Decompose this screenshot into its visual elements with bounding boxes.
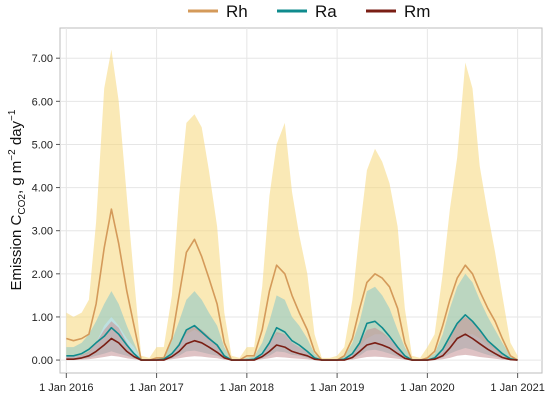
legend-label-rm: Rm (404, 2, 430, 21)
x-tick-label: 1 Jan 2016 (39, 382, 93, 394)
x-tick-label: 1 Jan 2021 (490, 382, 544, 394)
y-tick-label: 3.00 (32, 226, 53, 238)
y-axis-title-sup1: −2 (7, 149, 18, 161)
band-rh (66, 49, 518, 361)
y-tick-label: 5.00 (32, 139, 53, 151)
band-ra (66, 273, 518, 361)
uncertainty-bands (66, 49, 518, 361)
y-axis-title-mid: , g m (8, 161, 25, 194)
band-rm (66, 316, 518, 361)
x-tick-label: 1 Jan 2018 (220, 382, 274, 394)
y-tick-label: 0.00 (32, 355, 53, 367)
series-lines (66, 208, 519, 361)
series-line-rm (66, 333, 518, 361)
x-tick-label: 1 Jan 2017 (129, 382, 183, 394)
legend-label-ra: Ra (315, 2, 337, 21)
legend-label-rh: Rh (226, 2, 248, 21)
y-tick-label: 4.00 (32, 183, 53, 195)
x-tick-label: 1 Jan 2020 (400, 382, 454, 394)
y-axis-title: Emission CCO2, g m−2 day−1 (7, 109, 28, 290)
y-axis-title-sup2: −1 (7, 109, 18, 121)
legend: Rh Ra Rm (188, 2, 430, 21)
y-tick-label: 7.00 (32, 53, 53, 65)
y-tick-label: 6.00 (32, 96, 53, 108)
y-axis-ticks: 0.00 1.00 2.00 3.00 4.00 5.00 6.00 7.00 (32, 53, 60, 367)
x-tick-label: 1 Jan 2019 (310, 382, 364, 394)
y-tick-label: 1.00 (32, 312, 53, 324)
y-axis-title-sub: CO2 (17, 194, 28, 215)
y-axis-title-mid2: day (8, 120, 25, 149)
y-tick-label: 2.00 (32, 269, 53, 281)
x-axis-ticks: 1 Jan 2016 1 Jan 2017 1 Jan 2018 1 Jan 2019… (39, 373, 545, 394)
y-axis-title-main: Emission C (8, 214, 25, 290)
